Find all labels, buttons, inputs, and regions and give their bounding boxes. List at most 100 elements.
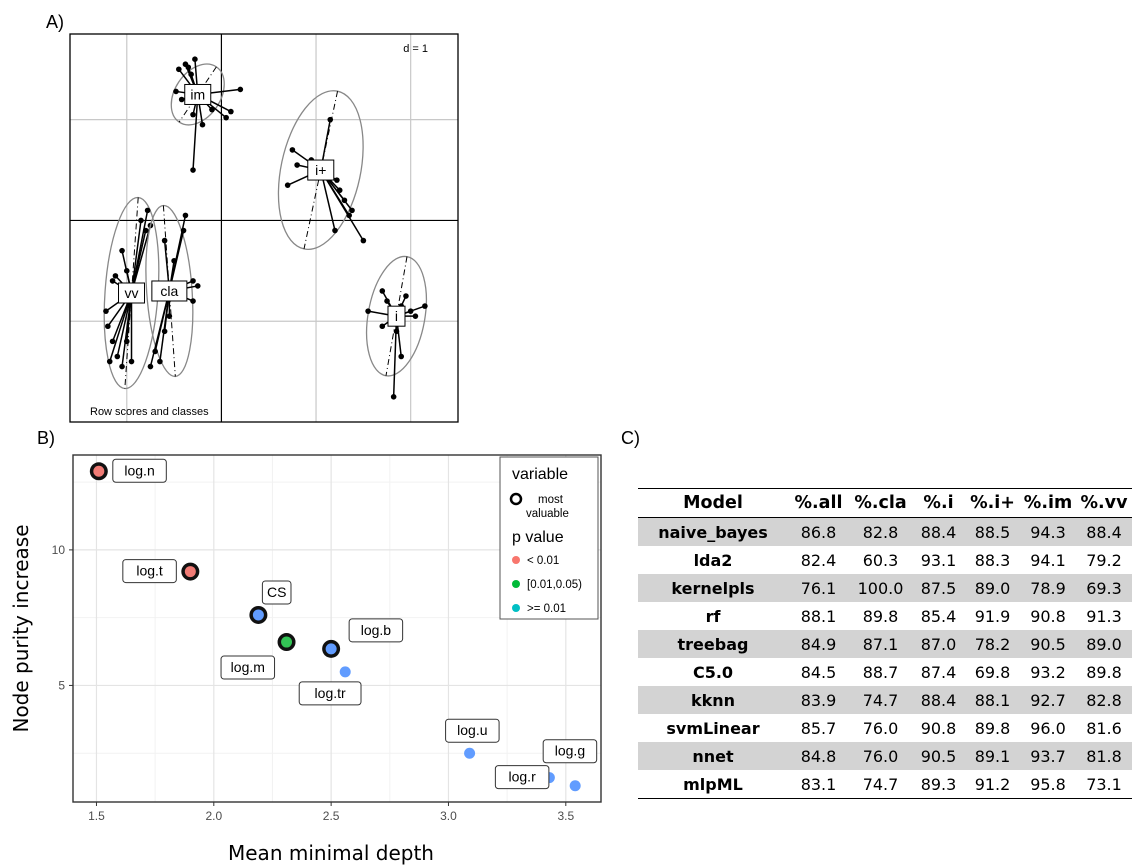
row-score-point-cla [190,298,196,304]
point-label-box-log.g [542,739,598,764]
row-score-point-vv [144,207,151,214]
data-point-log.g [569,780,581,792]
accuracy-cell: 88.5 [965,517,1020,546]
accuracy-cell: 76.0 [862,718,899,738]
row-score-point-vv [119,363,125,370]
accuracy-cell: 69.3 [1076,574,1132,602]
row-score-point-vv [123,338,130,345]
x-axis-title: Mean minimal depth [228,841,434,865]
star-segment-i [392,316,398,397]
x-tick-label: 2.0 [205,809,222,823]
row-score-point-i [390,394,397,400]
table-row: naive_bayes 86.8 82.8 88.4 88.5 94.3 88.4 [638,517,1132,546]
column-header: %.im [1020,488,1076,518]
accuracy-cell: 88.4 [1076,517,1132,546]
accuracy-cell: 89.8 [974,718,1011,738]
table-row: mlpML 83.1 74.7 89.3 91.2 95.8 73.1 [638,770,1132,799]
accuracy-cell: 89.8 [862,606,899,626]
accuracy-cell: 74.7 [849,770,912,799]
row-score-point-vv [106,358,113,365]
row-score-point-cla [166,313,173,319]
row-score-point-i+ [360,237,367,244]
class-label-vv: vv [125,285,139,301]
table-row: kernelpls 76.1 100.0 87.5 89.0 78.9 69.3 [638,574,1132,602]
row-score-point-im [237,86,244,93]
row-score-point-vv [109,338,116,345]
y-tick-label: 5 [58,678,65,692]
accuracy-cell: 69.8 [974,662,1011,682]
row-score-point-cla [190,278,196,284]
column-header: %.vv [1076,488,1132,518]
accuracy-cell: 83.1 [788,770,849,799]
legend-valuable-label: valuable [526,508,569,520]
model-name-cell: kknn [638,686,788,714]
row-score-point-i [412,313,419,319]
class-label-box-vv [118,282,146,304]
row-score-point-i+ [294,162,300,168]
point-label-log.u: log.u [457,722,487,738]
accuracy-cell: 85.7 [800,718,837,738]
point-label-box-log.u [445,718,500,743]
accuracy-cell: 93.7 [1020,742,1076,770]
accuracy-cell: 90.8 [1030,606,1066,626]
row-score-point-vv [138,217,144,224]
model-name-cell: lda2 [693,550,733,570]
star-segment-vv [116,292,133,357]
point-label-box-log.r [494,765,550,790]
plot-background [70,34,458,422]
row-score-point-cla [157,358,163,365]
accuracy-cell: 82.8 [849,517,912,546]
accuracy-cell: 76.1 [788,574,849,602]
accuracy-cell: 87.5 [912,574,965,602]
class-label-box-im [184,83,212,105]
data-point-CS [252,609,264,621]
accuracy-cell: 91.3 [1086,606,1122,626]
accuracy-cell: 88.3 [974,550,1011,570]
accuracy-cell: 85.4 [920,606,957,626]
y-tick-label: 10 [52,543,66,557]
class-label-box-cla [151,280,188,302]
legend-key-1 [512,580,520,588]
table-row: nnet 84.8 76.0 90.5 89.1 93.7 81.8 [638,742,1132,770]
row-score-point-vv [123,268,130,274]
table-row: svmLinear 85.7 76.0 90.8 89.8 96.0 81.6 [638,714,1132,742]
legend-box [499,456,599,620]
column-header: %.cla [849,488,912,518]
y-axis-title: Node purity increase [9,524,33,732]
accuracy-cell: 89.1 [965,742,1020,770]
class-label-box-i [387,305,406,327]
scale-annotation: d = 1 [403,43,428,55]
star-segment-vv [130,220,142,294]
model-name-cell: kernelpls [638,574,788,602]
accuracy-cell: 88.4 [912,517,965,546]
panel-b-label: B) [37,428,55,448]
accuracy-cell: 92.7 [1020,686,1076,714]
star-segment-cla [159,290,171,362]
accuracy-cell: 81.8 [1076,742,1132,770]
accuracy-cell: 90.5 [1020,630,1076,658]
row-score-point-vv [128,358,135,365]
legend-most-label: most [538,494,564,506]
accuracy-cell: 73.1 [1076,770,1132,799]
row-score-point-im [173,88,179,95]
table-header-row: Model %.all %.cla %.i %.i+ %.im %.vv [638,488,1132,518]
accuracy-cell: 90.8 [920,718,957,738]
accuracy-cell: 74.7 [849,686,912,714]
row-score-point-vv [112,273,119,279]
row-score-point-i+ [289,147,296,153]
class-label-cla: cla [160,283,178,299]
star-segment-i+ [320,169,365,241]
class-axis-i [385,256,408,376]
class-axis-im [178,66,217,123]
row-score-point-im [178,96,185,103]
panel-a-label: A) [46,12,64,32]
point-label-box-log.t [122,559,177,584]
legend-key-0 [512,556,520,564]
column-header: %.i [912,488,965,518]
accuracy-cell: 84.9 [788,630,849,658]
accuracy-cell: 91.2 [965,770,1020,799]
model-name-cell: rf [705,606,721,626]
row-score-point-vv [114,353,121,360]
x-tick-label: 2.5 [323,809,340,823]
row-score-point-im [190,167,196,173]
